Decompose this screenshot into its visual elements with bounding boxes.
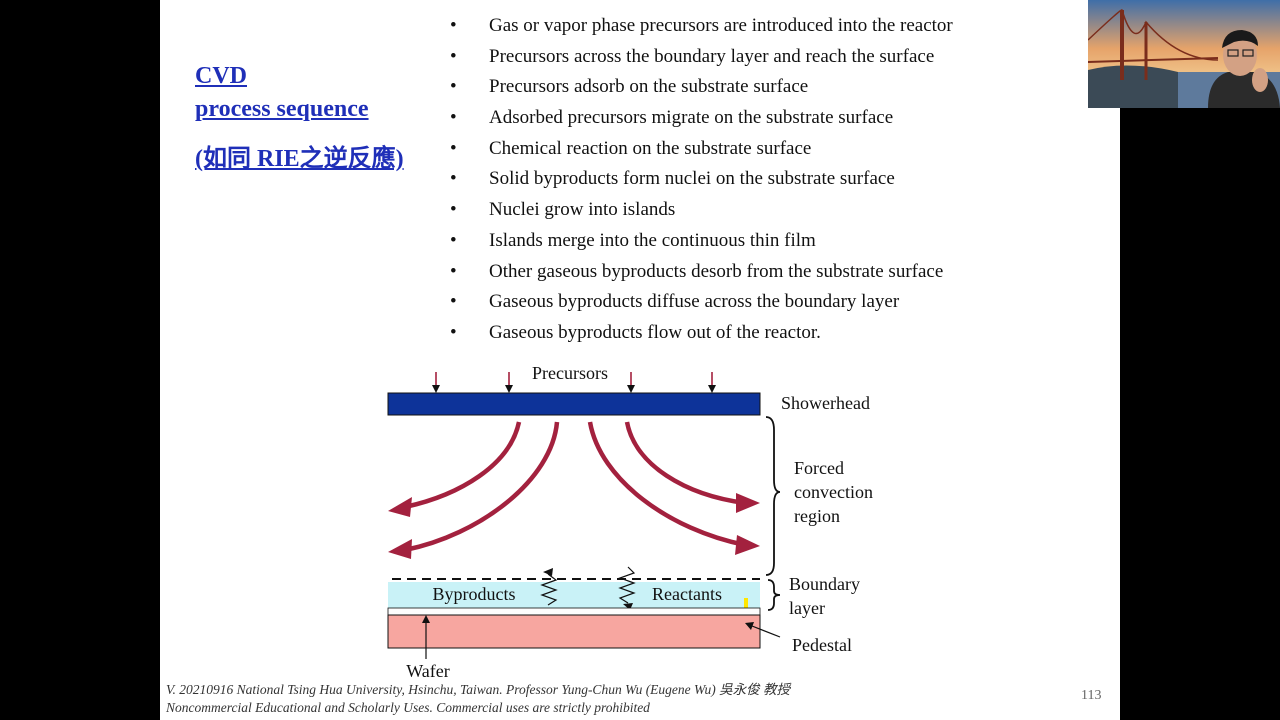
bullet-item: • Solid byproducts form nuclei on the sub… bbox=[450, 164, 953, 195]
boundary-label-1: Boundary bbox=[789, 574, 860, 594]
bullet-text: Nuclei grow into islands bbox=[489, 199, 676, 221]
slide-title: CVD process sequence (如同 RIE之逆反應) bbox=[195, 60, 435, 176]
wafer-layer bbox=[387, 607, 761, 616]
bullet-item: • Gaseous byproducts flow out of the reac… bbox=[450, 318, 953, 349]
byproduct-diffusion-zigzag bbox=[540, 573, 558, 606]
flow-arrowheads bbox=[388, 493, 760, 559]
precursor-input-arrows bbox=[432, 372, 716, 393]
presenter-webcam bbox=[1088, 0, 1280, 108]
boundary-label-2: layer bbox=[789, 598, 825, 618]
wafer-label: Wafer bbox=[406, 661, 450, 681]
forced-convection-label-2: convection bbox=[794, 482, 873, 502]
bullet-dot: • bbox=[450, 137, 457, 159]
forced-convection-label-1: Forced bbox=[794, 458, 844, 478]
yellow-marker bbox=[744, 598, 748, 609]
bullet-dot: • bbox=[450, 107, 457, 129]
slide-footer: V. 20210916 National Tsing Hua Universit… bbox=[166, 681, 790, 717]
reactant-diffusion-zigzag bbox=[618, 566, 636, 604]
bullet-item: • Islands merge into the continuous thin … bbox=[450, 226, 953, 257]
pedestal-label: Pedestal bbox=[792, 635, 852, 655]
bullet-text: Gaseous byproducts flow out of the react… bbox=[489, 321, 821, 343]
footer-copyright: V. 20210916 National Tsing Hua Universit… bbox=[166, 682, 791, 697]
pedestal-pointer-line bbox=[751, 625, 781, 638]
bullet-item: • Gas or vapor phase precursors are intro… bbox=[450, 11, 953, 42]
bullet-text: Chemical reaction on the substrate surfa… bbox=[489, 137, 812, 159]
bullet-text: Other gaseous byproducts desorb from the… bbox=[489, 260, 944, 282]
bullet-dot: • bbox=[450, 76, 457, 98]
bullet-dot: • bbox=[450, 260, 457, 282]
bullet-item: • Gaseous byproducts diffuse across the b… bbox=[450, 287, 953, 318]
showerhead-plate bbox=[387, 392, 761, 416]
byproduct-diffusion-arrowhead bbox=[543, 568, 553, 576]
bullet-item: • Precursors across the boundary layer an… bbox=[450, 42, 953, 73]
title-line-cvd: CVD bbox=[195, 63, 247, 89]
webcam-video-frame bbox=[1088, 0, 1280, 108]
bullet-item: • Adsorbed precursors migrate on the subs… bbox=[450, 103, 953, 134]
page-number: 113 bbox=[1081, 688, 1102, 703]
bullet-item: • Other gaseous byproducts desorb from th… bbox=[450, 257, 953, 288]
reactants-label: Reactants bbox=[652, 584, 722, 604]
bullet-text: Islands merge into the continuous thin f… bbox=[489, 229, 816, 251]
flow-arrows bbox=[404, 421, 746, 553]
bullet-item: • Chemical reaction on the substrate surf… bbox=[450, 134, 953, 165]
pedestal-block bbox=[387, 614, 761, 649]
bullet-dot: • bbox=[450, 321, 457, 343]
footer-usage-notice: Noncommercial Educational and Scholarly … bbox=[166, 700, 650, 715]
bullet-text: Gas or vapor phase precursors are introd… bbox=[489, 15, 953, 36]
title-note: (如同 RIE之逆反應) bbox=[195, 146, 404, 172]
boundary-layer bbox=[388, 582, 760, 608]
bullet-text: Gaseous byproducts diffuse across the bo… bbox=[489, 291, 900, 313]
bullet-dot: • bbox=[450, 168, 457, 190]
bullet-item: • Nuclei grow into islands bbox=[450, 195, 953, 226]
bullet-text: Precursors across the boundary layer and… bbox=[489, 45, 935, 67]
bullet-dot: • bbox=[450, 229, 457, 251]
bullet-text: Precursors adsorb on the substrate surfa… bbox=[489, 76, 809, 98]
title-line-process-sequence: process sequence bbox=[195, 96, 369, 122]
pedestal-pointer-head bbox=[745, 622, 754, 630]
cvd-reactor-diagram: Precursors Showerhead Forced convection … bbox=[387, 363, 873, 681]
bullet-list: • Gas or vapor phase precursors are intro… bbox=[450, 11, 953, 349]
wafer-pointer-head bbox=[422, 615, 430, 623]
boundary-layer-brace bbox=[767, 579, 781, 611]
forced-convection-brace bbox=[765, 416, 781, 576]
showerhead-label: Showerhead bbox=[781, 393, 870, 413]
precursors-label: Precursors bbox=[532, 363, 608, 383]
bullet-dot: • bbox=[450, 291, 457, 313]
bullet-item: • Precursors adsorb on the substrate surf… bbox=[450, 72, 953, 103]
byproducts-label: Byproducts bbox=[433, 584, 516, 604]
bullet-dot: • bbox=[450, 15, 457, 36]
forced-convection-label-3: region bbox=[794, 506, 840, 526]
bullet-text: Adsorbed precursors migrate on the subst… bbox=[489, 107, 894, 129]
bullet-dot: • bbox=[450, 199, 457, 221]
slide: CVD process sequence (如同 RIE之逆反應) • Gas o… bbox=[160, 0, 1120, 720]
bullet-dot: • bbox=[450, 45, 457, 67]
bullet-text: Solid byproducts form nuclei on the subs… bbox=[489, 168, 895, 190]
